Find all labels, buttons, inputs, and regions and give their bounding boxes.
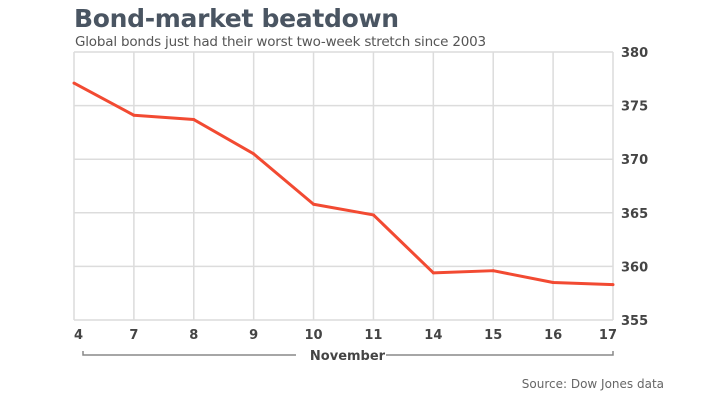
y-tick-label: 360 [621, 260, 648, 275]
y-tick-label: 365 [621, 207, 648, 222]
data-point [491, 269, 495, 273]
data-point [371, 213, 375, 217]
chart-title: Bond-market beatdown [74, 4, 399, 33]
x-tick-label: 11 [364, 328, 382, 343]
y-tick-label: 375 [621, 100, 648, 115]
x-axis-label: November [310, 349, 386, 364]
data-point [551, 280, 555, 284]
data-point [431, 271, 435, 275]
source-note: Source: Dow Jones data [521, 377, 664, 391]
x-tick-label: 15 [484, 328, 502, 343]
data-point [192, 118, 196, 122]
month-bracket-left [82, 351, 296, 356]
x-tick-label: 4 [74, 328, 83, 343]
x-tick-label: 10 [305, 328, 323, 343]
data-point [72, 81, 76, 85]
y-tick-label: 355 [621, 314, 648, 329]
chart-subtitle: Global bonds just had their worst two-we… [75, 34, 486, 50]
x-tick-label: 7 [129, 328, 138, 343]
x-tick-label: 8 [189, 328, 198, 343]
data-point [252, 152, 256, 156]
month-bracket-right [386, 351, 614, 356]
x-tick-label: 9 [249, 328, 258, 343]
y-tick-label: 380 [621, 46, 648, 61]
data-point [132, 113, 136, 117]
data-point [312, 202, 316, 206]
x-tick-label: 16 [544, 328, 562, 343]
x-tick-label: 14 [424, 328, 442, 343]
x-tick-label: 17 [599, 328, 617, 343]
y-tick-label: 370 [621, 153, 648, 168]
data-point [611, 283, 615, 287]
series-line [73, 81, 614, 287]
